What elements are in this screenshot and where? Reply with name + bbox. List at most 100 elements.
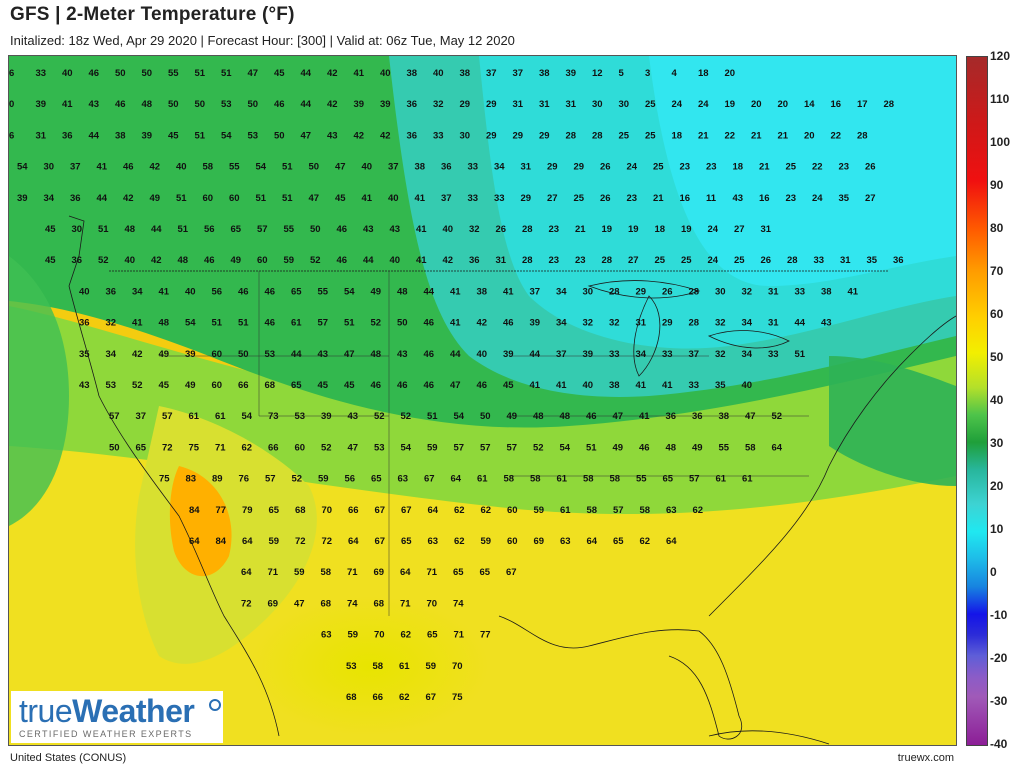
temperature-value: 60 — [257, 255, 268, 266]
temperature-value: 39 — [566, 68, 577, 79]
temperature-value: 57 — [454, 442, 465, 453]
temperature-value: 42 — [151, 255, 162, 266]
temperature-value: 25 — [645, 99, 656, 110]
temperature-value: 68 — [321, 598, 332, 609]
temperature-value: 43 — [79, 380, 90, 391]
temperature-value: 45 — [503, 380, 514, 391]
temperature-value: 34 — [556, 286, 567, 297]
temperature-value: 60 — [212, 349, 223, 360]
colorbar-tick-label: -30 — [990, 694, 1008, 708]
temperature-value: 52 — [772, 411, 783, 422]
temperature-value: 62 — [399, 692, 410, 703]
temperature-value: 45 — [335, 193, 346, 204]
temperature-value: 44 — [450, 349, 461, 360]
temperature-value: 70 — [374, 630, 385, 641]
temperature-value: 32 — [609, 318, 620, 329]
temperature-value: 48 — [397, 286, 408, 297]
temperature-value: 47 — [344, 349, 355, 360]
temperature-value: 65 — [371, 474, 382, 485]
region-label: United States (CONUS) — [10, 752, 127, 764]
temperature-value: 59 — [294, 567, 305, 578]
temperature-value: 34 — [106, 349, 117, 360]
temperature-value: 41 — [416, 224, 427, 235]
temperature-value: 51 — [221, 68, 232, 79]
temperature-value: 54 — [185, 318, 196, 329]
desert-hot — [169, 466, 232, 577]
temperature-value: 71 — [268, 567, 279, 578]
temperature-value: 66 — [373, 692, 384, 703]
temperature-value: 26 — [662, 286, 673, 297]
trueweather-logo: trueWeather CERTIFIED WEATHER EXPERTS — [11, 691, 223, 743]
temperature-value: 69 — [268, 598, 279, 609]
temperature-value: 18 — [672, 130, 683, 141]
temperature-value: 48 — [159, 318, 170, 329]
temperature-value: 49 — [692, 442, 703, 453]
temperature-value: 49 — [185, 380, 196, 391]
map-title: GFS | 2-Meter Temperature (°F) — [10, 4, 295, 25]
temperature-value: 59 — [534, 505, 545, 516]
temperature-value: 34 — [636, 349, 647, 360]
temperature-values: 6 33 40 46 50 50 55 51 51 47 45 44 42 41 40 38 40 38 37 37 3… — [9, 68, 904, 703]
logo-wordmark: trueWeather — [19, 693, 195, 730]
temperature-value: 33 — [433, 130, 444, 141]
colorbar-tick-label: -40 — [990, 737, 1008, 751]
temperature-value: 35 — [839, 193, 850, 204]
temperature-value: 59 — [348, 630, 359, 641]
temperature-value: 24 — [708, 224, 719, 235]
logo-true: true — [19, 693, 73, 729]
temperature-value: 52 — [310, 255, 321, 266]
temperature-value: 72 — [295, 536, 306, 547]
temperature-value: 42 — [150, 162, 161, 173]
temperature-value: 39 — [354, 99, 365, 110]
temperature-value: 64 — [189, 536, 200, 547]
temperature-value: 45 — [159, 380, 170, 391]
temperature-value: 46 — [89, 68, 100, 79]
temperature-value: 36 — [407, 130, 418, 141]
temperature-value: 30 — [72, 224, 83, 235]
temperature-value: 53 — [106, 380, 117, 391]
pacific-coast — [68, 285, 280, 737]
temperature-value: 29 — [486, 130, 497, 141]
temperature-value: 59 — [284, 255, 295, 266]
temperature-value: 33 — [609, 349, 620, 360]
temperature-value: 63 — [321, 630, 332, 641]
temperature-value: 44 — [291, 349, 302, 360]
temperature-value: 43 — [397, 349, 408, 360]
temperature-value: 32 — [742, 286, 753, 297]
temperature-value: 71 — [400, 598, 411, 609]
cuba-coast — [708, 730, 830, 745]
temperature-value: 39 — [583, 349, 594, 360]
temperature-value: 35 — [715, 380, 726, 391]
temperature-value: 28 — [689, 286, 700, 297]
temperature-value: 22 — [831, 130, 842, 141]
colorbar-tick-label: 30 — [990, 436, 1004, 450]
temperature-value: 36 — [441, 162, 452, 173]
temperature-value: 41 — [848, 286, 859, 297]
temperature-value: 47 — [309, 193, 320, 204]
temperature-value: 47 — [348, 442, 359, 453]
temperature-value: 51 — [795, 349, 806, 360]
temperature-value: 5 — [619, 68, 625, 79]
temperature-value: 26 — [600, 162, 611, 173]
temperature-value: 18 — [733, 162, 744, 173]
temperature-value: 76 — [239, 474, 250, 485]
temperature-value: 39 — [142, 130, 153, 141]
temperature-value: 40 — [362, 162, 373, 173]
temperature-value: 24 — [627, 162, 638, 173]
temperature-value: 32 — [715, 318, 726, 329]
temperature-value: 32 — [433, 99, 444, 110]
colorbar-tick-label: 10 — [990, 522, 1004, 536]
temperature-value: 39 — [36, 99, 47, 110]
temperature-value: 44 — [301, 68, 312, 79]
temperature-value: 61 — [291, 318, 302, 329]
temperature-value: 49 — [371, 286, 382, 297]
temperature-value: 23 — [549, 224, 560, 235]
temperature-value: 4 — [672, 68, 678, 79]
temperature-value: 31 — [768, 286, 779, 297]
colorbar-tick-label: 80 — [990, 221, 1004, 235]
temperature-value: 47 — [613, 411, 624, 422]
temperature-value: 21 — [575, 224, 586, 235]
colorbar-tick-label: 120 — [990, 49, 1011, 63]
temperature-value: 58 — [640, 505, 651, 516]
temperature-value: 16 — [831, 99, 842, 110]
